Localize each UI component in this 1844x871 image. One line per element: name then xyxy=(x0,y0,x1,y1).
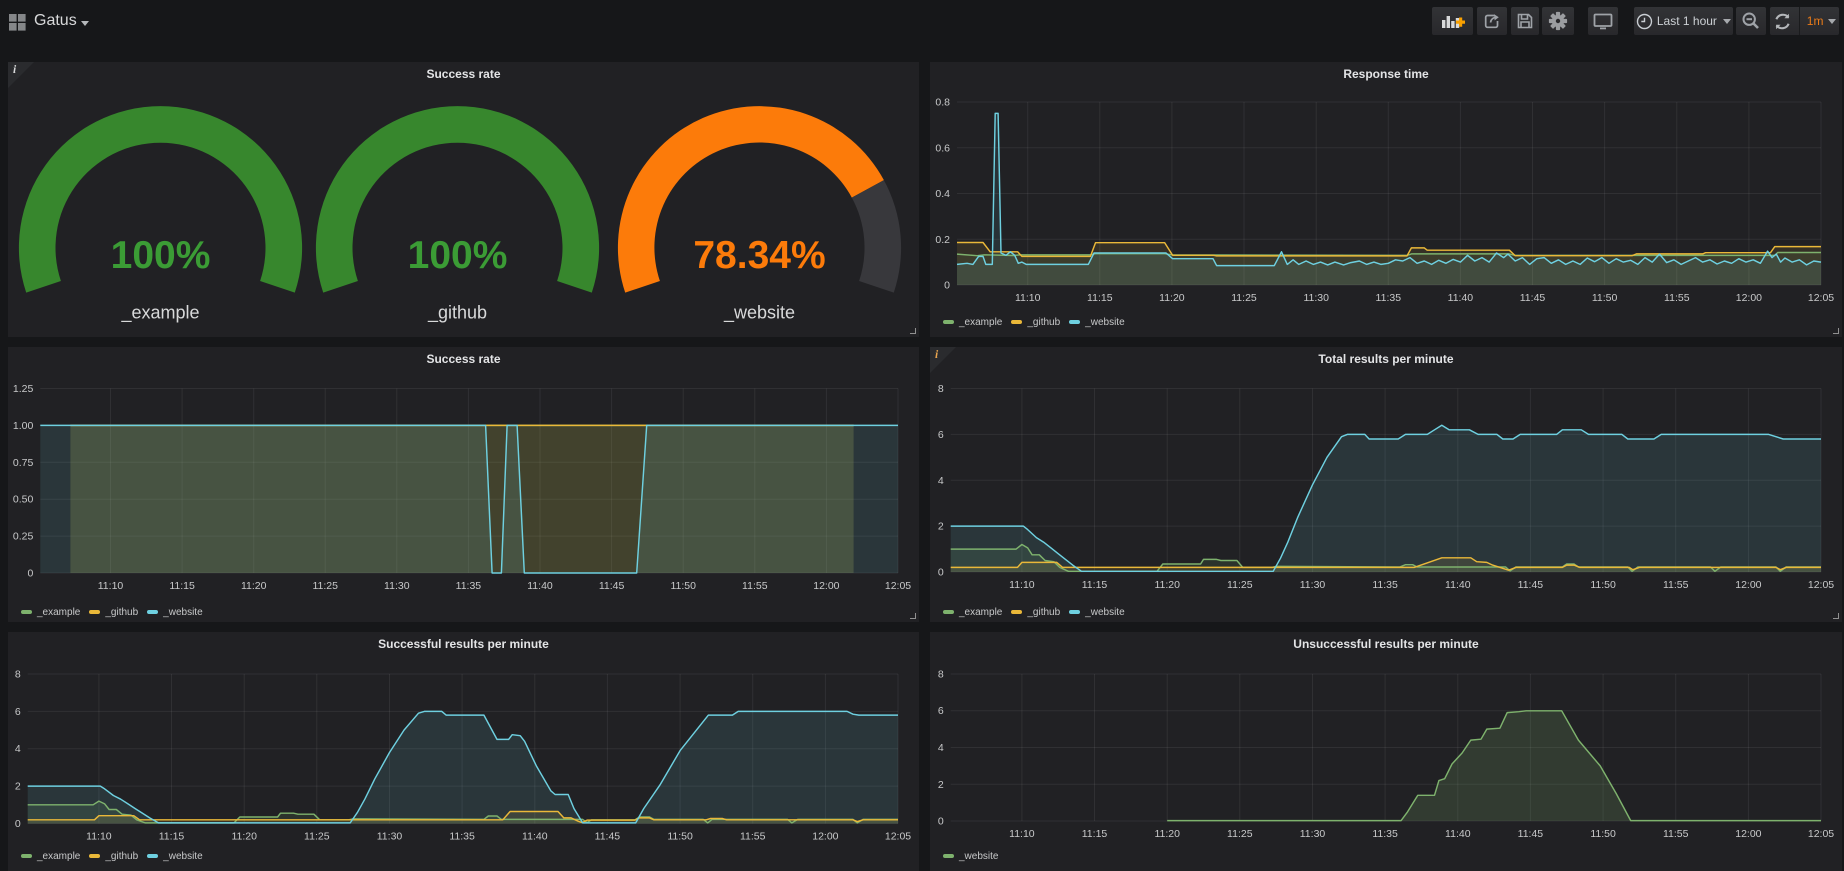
svg-text:11:30: 11:30 xyxy=(1300,828,1326,840)
svg-text:11:20: 11:20 xyxy=(1154,828,1180,840)
svg-text:11:30: 11:30 xyxy=(377,831,403,843)
svg-text:1.00: 1.00 xyxy=(13,420,34,432)
svg-text:0: 0 xyxy=(938,816,944,828)
svg-text:11:35: 11:35 xyxy=(456,580,482,592)
svg-text:11:45: 11:45 xyxy=(1518,828,1544,840)
svg-text:11:15: 11:15 xyxy=(1087,292,1113,304)
svg-text:0: 0 xyxy=(15,818,21,830)
svg-text:6: 6 xyxy=(938,429,944,441)
svg-text:11:25: 11:25 xyxy=(1227,828,1253,840)
svg-text:11:50: 11:50 xyxy=(1592,292,1618,304)
svg-text:_github: _github xyxy=(427,303,487,324)
svg-text:11:45: 11:45 xyxy=(1518,579,1544,591)
svg-text:8: 8 xyxy=(938,669,944,681)
svg-text:11:10: 11:10 xyxy=(1009,828,1035,840)
svg-text:12:05: 12:05 xyxy=(1808,828,1834,840)
svg-text:11:25: 11:25 xyxy=(1231,292,1257,304)
svg-text:_website: _website xyxy=(723,303,795,324)
svg-text:11:45: 11:45 xyxy=(595,831,621,843)
svg-text:12:00: 12:00 xyxy=(1735,579,1761,591)
svg-text:11:10: 11:10 xyxy=(98,580,124,592)
svg-text:11:35: 11:35 xyxy=(1372,579,1398,591)
svg-text:11:30: 11:30 xyxy=(1303,292,1329,304)
svg-text:11:35: 11:35 xyxy=(1376,292,1402,304)
svg-text:0: 0 xyxy=(27,568,33,580)
svg-text:4: 4 xyxy=(938,742,944,754)
svg-text:11:50: 11:50 xyxy=(1590,828,1616,840)
svg-text:11:20: 11:20 xyxy=(241,580,267,592)
svg-text:11:40: 11:40 xyxy=(1445,579,1471,591)
svg-text:0.2: 0.2 xyxy=(935,234,950,246)
svg-text:12:05: 12:05 xyxy=(1808,579,1834,591)
svg-text:11:30: 11:30 xyxy=(384,580,410,592)
svg-text:11:50: 11:50 xyxy=(1590,579,1616,591)
svg-text:2: 2 xyxy=(938,521,944,533)
svg-text:11:50: 11:50 xyxy=(667,831,693,843)
svg-text:11:35: 11:35 xyxy=(449,831,475,843)
svg-text:11:55: 11:55 xyxy=(1663,828,1689,840)
svg-text:8: 8 xyxy=(15,669,21,681)
svg-text:11:15: 11:15 xyxy=(1082,579,1108,591)
svg-text:11:55: 11:55 xyxy=(1663,579,1689,591)
svg-text:12:00: 12:00 xyxy=(812,831,838,843)
svg-text:1.25: 1.25 xyxy=(13,383,34,395)
svg-text:11:25: 11:25 xyxy=(1227,579,1253,591)
svg-text:11:40: 11:40 xyxy=(1445,828,1471,840)
svg-text:11:20: 11:20 xyxy=(1154,579,1180,591)
svg-text:0.75: 0.75 xyxy=(13,457,34,469)
svg-text:12:00: 12:00 xyxy=(813,580,839,592)
svg-text:11:55: 11:55 xyxy=(740,831,766,843)
svg-text:12:00: 12:00 xyxy=(1735,828,1761,840)
svg-text:0.50: 0.50 xyxy=(13,494,34,506)
svg-text:0.4: 0.4 xyxy=(935,188,950,200)
svg-text:2: 2 xyxy=(15,781,21,793)
svg-text:6: 6 xyxy=(938,705,944,717)
svg-text:12:05: 12:05 xyxy=(885,831,911,843)
svg-text:0.25: 0.25 xyxy=(13,531,34,543)
svg-text:11:20: 11:20 xyxy=(231,831,257,843)
svg-text:0: 0 xyxy=(944,280,950,292)
svg-text:11:25: 11:25 xyxy=(304,831,330,843)
svg-text:11:25: 11:25 xyxy=(312,580,338,592)
svg-text:4: 4 xyxy=(938,475,944,487)
svg-text:8: 8 xyxy=(938,383,944,395)
svg-text:0.8: 0.8 xyxy=(935,97,950,109)
svg-text:11:45: 11:45 xyxy=(1520,292,1546,304)
svg-text:11:55: 11:55 xyxy=(742,580,768,592)
svg-text:11:50: 11:50 xyxy=(670,580,696,592)
svg-text:_example: _example xyxy=(120,303,199,324)
svg-text:0.6: 0.6 xyxy=(935,142,950,154)
svg-text:11:10: 11:10 xyxy=(86,831,112,843)
svg-text:12:05: 12:05 xyxy=(885,580,911,592)
svg-text:11:35: 11:35 xyxy=(1372,828,1398,840)
svg-text:11:15: 11:15 xyxy=(1082,828,1108,840)
svg-text:0: 0 xyxy=(938,567,944,579)
svg-text:2: 2 xyxy=(938,779,944,791)
svg-text:12:00: 12:00 xyxy=(1736,292,1762,304)
svg-text:11:10: 11:10 xyxy=(1015,292,1041,304)
svg-text:12:05: 12:05 xyxy=(1808,292,1834,304)
svg-text:11:20: 11:20 xyxy=(1159,292,1185,304)
svg-text:78.34%: 78.34% xyxy=(693,234,825,277)
svg-text:4: 4 xyxy=(15,743,21,755)
svg-text:100%: 100% xyxy=(408,234,508,277)
svg-text:11:15: 11:15 xyxy=(159,831,185,843)
svg-text:6: 6 xyxy=(15,706,21,718)
svg-text:11:15: 11:15 xyxy=(169,580,195,592)
svg-text:100%: 100% xyxy=(111,234,211,277)
svg-text:11:30: 11:30 xyxy=(1300,579,1326,591)
svg-text:11:40: 11:40 xyxy=(522,831,548,843)
svg-text:11:55: 11:55 xyxy=(1664,292,1690,304)
svg-text:11:45: 11:45 xyxy=(599,580,625,592)
svg-text:11:40: 11:40 xyxy=(527,580,553,592)
svg-text:11:10: 11:10 xyxy=(1009,579,1035,591)
svg-text:11:40: 11:40 xyxy=(1448,292,1474,304)
